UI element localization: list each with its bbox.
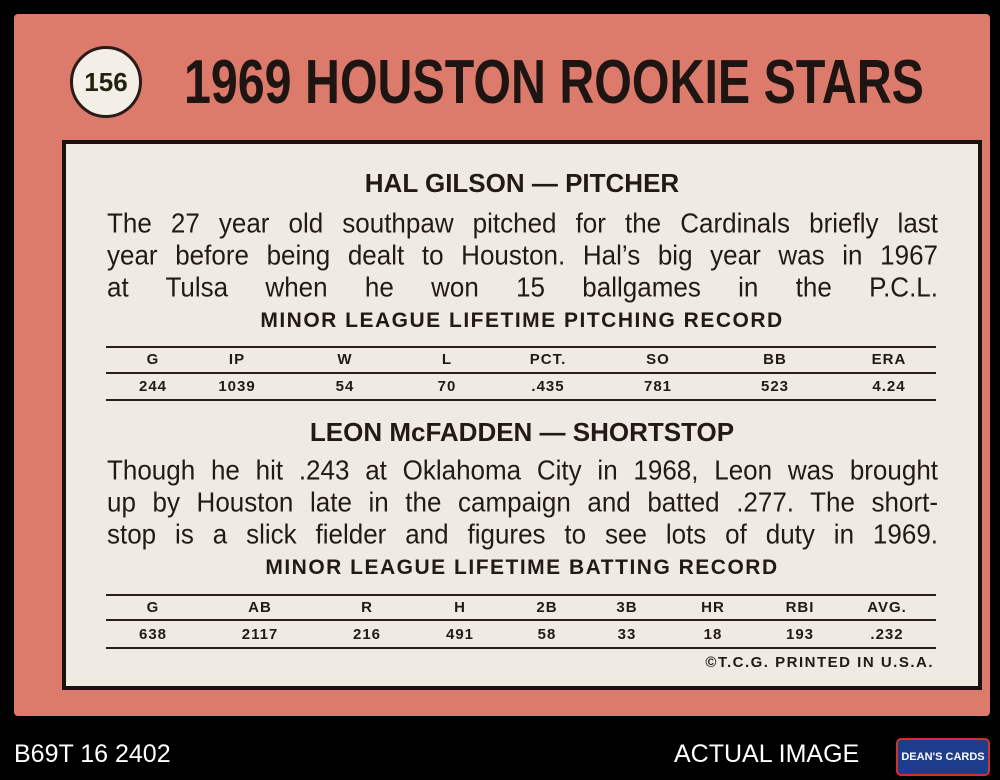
stat-value: 18 xyxy=(703,626,723,643)
column-header: AB xyxy=(248,599,272,616)
bio-line: Though he hit .243 at Oklahoma City in 1… xyxy=(107,454,938,486)
table-rule xyxy=(106,346,936,348)
stat-value: 33 xyxy=(617,626,637,643)
bio-line: year before being dealt to Houston. Hal’… xyxy=(107,239,938,271)
column-header: 3B xyxy=(616,599,638,616)
column-header: W xyxy=(337,351,353,368)
column-header: H xyxy=(454,599,466,616)
column-header: BB xyxy=(763,351,787,368)
stat-value: 70 xyxy=(437,378,457,395)
column-header: G xyxy=(146,599,160,616)
stat-value: 244 xyxy=(138,378,168,395)
column-header: HR xyxy=(701,599,725,616)
stat-value: 638 xyxy=(138,626,168,643)
table-rule xyxy=(106,372,936,374)
column-header: SO xyxy=(646,351,670,368)
column-header: G xyxy=(146,351,160,368)
stat-value: 781 xyxy=(643,378,673,395)
stat-value: 58 xyxy=(537,626,557,643)
footer-id: B69T 16 2402 xyxy=(14,740,171,768)
stat-value: 1039 xyxy=(218,378,256,395)
table-rule xyxy=(106,594,936,596)
column-header: AVG. xyxy=(867,599,907,616)
stat-value: 491 xyxy=(445,626,475,643)
copyright: ©T.C.G. PRINTED IN U.S.A. xyxy=(705,654,934,671)
stat-value: .232 xyxy=(870,626,904,643)
column-header: IP xyxy=(228,351,246,368)
card-title: 1969 HOUSTON ROOKIE STARS xyxy=(184,48,924,117)
stat-value: 4.24 xyxy=(872,378,906,395)
bio-line: up by Houston late in the campaign and b… xyxy=(107,486,938,518)
logo: DEAN'S CARDS xyxy=(896,738,990,776)
player-heading: LEON McFADDEN — SHORTSTOP xyxy=(309,417,735,447)
bio-line: at Tulsa when he won 15 ballgames in the… xyxy=(107,271,938,303)
table-rule xyxy=(106,399,936,401)
card-number: 156 xyxy=(70,46,142,118)
record-title: MINOR LEAGUE LIFETIME PITCHING RECORD xyxy=(260,309,784,332)
bio-line: stop is a slick fielder and figures to s… xyxy=(107,518,938,550)
record-title: MINOR LEAGUE LIFETIME BATTING RECORD xyxy=(265,556,779,579)
footer-label: ACTUAL IMAGE xyxy=(674,740,860,768)
stat-value: 216 xyxy=(352,626,382,643)
stat-value: .435 xyxy=(531,378,565,395)
column-header: RBI xyxy=(785,599,815,616)
column-header: R xyxy=(361,599,373,616)
column-header: 2B xyxy=(536,599,558,616)
column-header: ERA xyxy=(871,351,907,368)
stat-value: 193 xyxy=(785,626,815,643)
player-heading: HAL GILSON — PITCHER xyxy=(364,168,680,198)
column-header: L xyxy=(441,351,453,368)
stat-value: 2117 xyxy=(241,626,279,643)
column-header: PCT. xyxy=(529,351,567,368)
stat-value: 54 xyxy=(335,378,355,395)
stat-value: 523 xyxy=(760,378,790,395)
bio-line: The 27 year old southpaw pitched for the… xyxy=(107,207,938,239)
table-rule xyxy=(106,619,936,621)
text-panel xyxy=(62,140,982,690)
table-rule xyxy=(106,647,936,649)
